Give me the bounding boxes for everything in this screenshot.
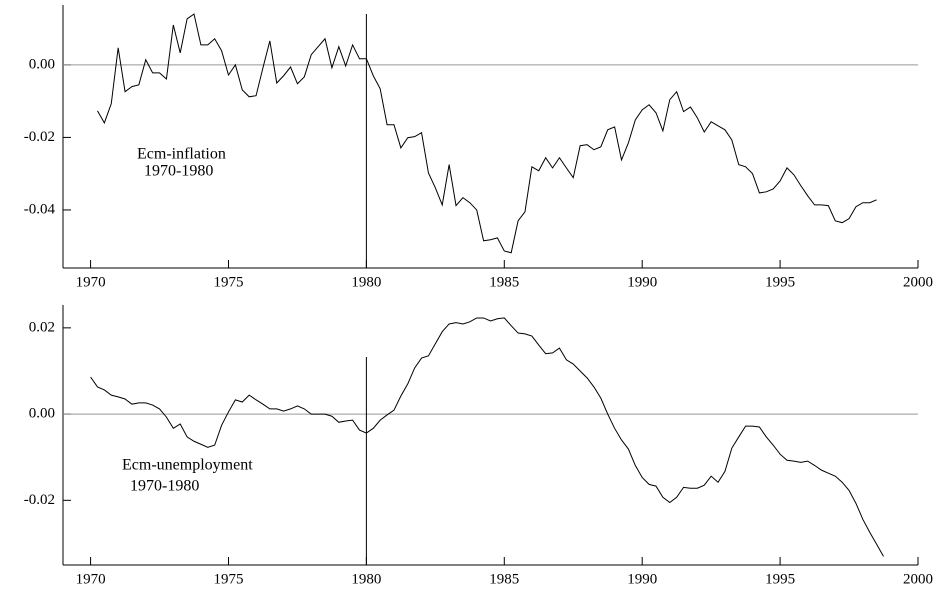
x-tick-label: 1995 — [765, 571, 795, 587]
y-tick-label: 0.00 — [29, 406, 55, 422]
x-tick-label: 1990 — [627, 571, 657, 587]
x-tick-label: 2000 — [903, 571, 933, 587]
y-tick-label: -0.02 — [24, 492, 55, 508]
data-line — [97, 13, 877, 254]
y-tick-label: 0.02 — [29, 319, 55, 335]
x-tick-label: 1980 — [351, 274, 381, 290]
x-tick-label: 1990 — [627, 274, 657, 290]
y-tick-label: 0.00 — [29, 56, 55, 72]
x-tick-label: 1970 — [76, 274, 106, 290]
x-tick-label: 1975 — [213, 274, 243, 290]
x-tick-label: 1985 — [489, 571, 519, 587]
x-tick-label: 1975 — [213, 571, 243, 587]
annotation: Ecm-inflation — [137, 146, 226, 163]
annotation: Ecm-unemployment — [122, 457, 253, 474]
x-tick-label: 1970 — [76, 571, 106, 587]
x-tick-label: 1980 — [351, 571, 381, 587]
x-tick-label: 1995 — [765, 274, 795, 290]
annotation: 1970-1980 — [130, 478, 199, 495]
data-line — [90, 317, 884, 557]
y-tick-label: -0.04 — [24, 201, 56, 217]
y-tick-label: -0.02 — [24, 129, 55, 145]
x-tick-label: 2000 — [903, 274, 933, 290]
annotation: 1970-1980 — [144, 163, 213, 180]
x-tick-label: 1985 — [489, 274, 519, 290]
